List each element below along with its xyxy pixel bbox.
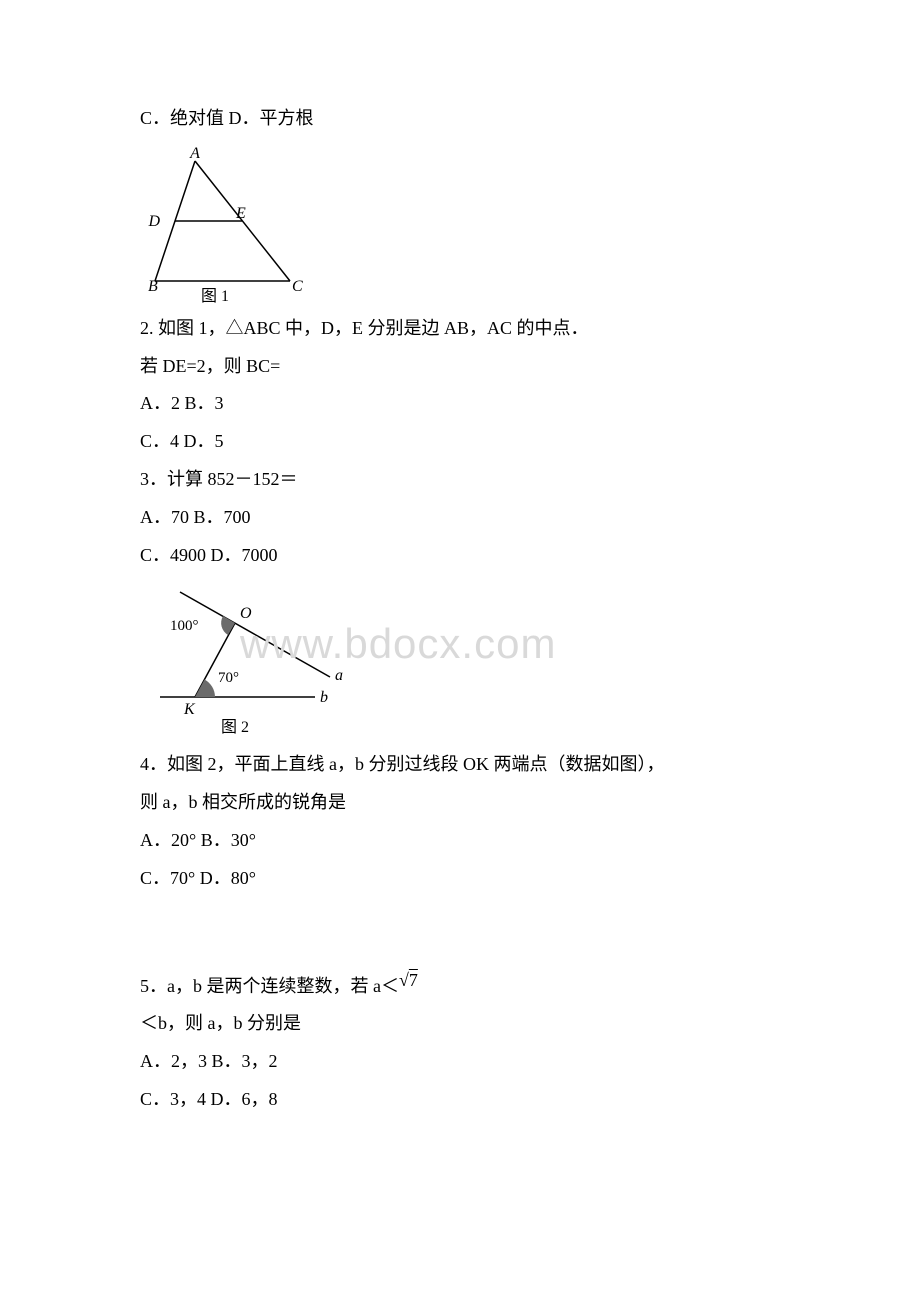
- sqrt-icon: √7: [399, 970, 418, 990]
- q4-line2: 则 a，b 相交所成的锐角是: [140, 784, 780, 822]
- label-line-b: b: [320, 689, 328, 706]
- figure-1: A D E B C 图 1: [140, 146, 780, 306]
- q4-option-cd: C．70° D．80°: [140, 860, 780, 898]
- line-a: [180, 592, 330, 677]
- q2-line2: 若 DE=2，则 BC=: [140, 348, 780, 386]
- figure-2: www.bdocx.com 100° 70° O K a b 图 2: [140, 582, 780, 742]
- label-o: O: [240, 605, 252, 622]
- angle-mark-70: [195, 680, 215, 698]
- label-d: D: [147, 213, 160, 230]
- label-angle-100: 100°: [170, 618, 199, 634]
- q4-option-ab: A．20° B．30°: [140, 822, 780, 860]
- q2-line1: 2. 如图 1，△ABC 中，D，E 分别是边 AB，AC 的中点．: [140, 310, 780, 348]
- label-c: C: [292, 278, 303, 295]
- figure-1-caption: 图 1: [201, 288, 229, 305]
- q5-option-ab: A．2，3 B．3，2: [140, 1043, 780, 1081]
- q5-option-cd: C．3，4 D．6，8: [140, 1081, 780, 1119]
- q3-option-cd: C．4900 D．7000: [140, 537, 780, 575]
- q2-option-ab: A．2 B．3: [140, 385, 780, 423]
- q5-line1: 5．a，b 是两个连续整数，若 a＜√7: [140, 968, 780, 1006]
- label-k: K: [183, 701, 196, 718]
- label-b: B: [148, 278, 158, 295]
- q1-option-cd: C．绝对值 D．平方根: [140, 100, 780, 138]
- q5-line2: ＜b，则 a，b 分别是: [140, 1005, 780, 1043]
- q3-option-ab: A．70 B．700: [140, 499, 780, 537]
- label-e: E: [235, 205, 246, 222]
- q5-line1-text: 5．a，b 是两个连续整数，若 a＜: [140, 976, 399, 996]
- q3-line1: 3．计算 852－152＝: [140, 461, 780, 499]
- document-page: C．绝对值 D．平方根 A D E B C 图 1 2. 如图 1，△ABC 中…: [0, 0, 920, 1219]
- spacer: [140, 898, 780, 968]
- figure-2-caption: 图 2: [221, 719, 249, 736]
- label-angle-70: 70°: [218, 670, 239, 686]
- sqrt-inner: 7: [409, 970, 418, 990]
- q2-option-cd: C．4 D．5: [140, 423, 780, 461]
- q4-line1: 4．如图 2，平面上直线 a，b 分别过线段 OK 两端点（数据如图），: [140, 746, 780, 784]
- label-line-a: a: [335, 667, 343, 684]
- label-a: A: [189, 146, 200, 162]
